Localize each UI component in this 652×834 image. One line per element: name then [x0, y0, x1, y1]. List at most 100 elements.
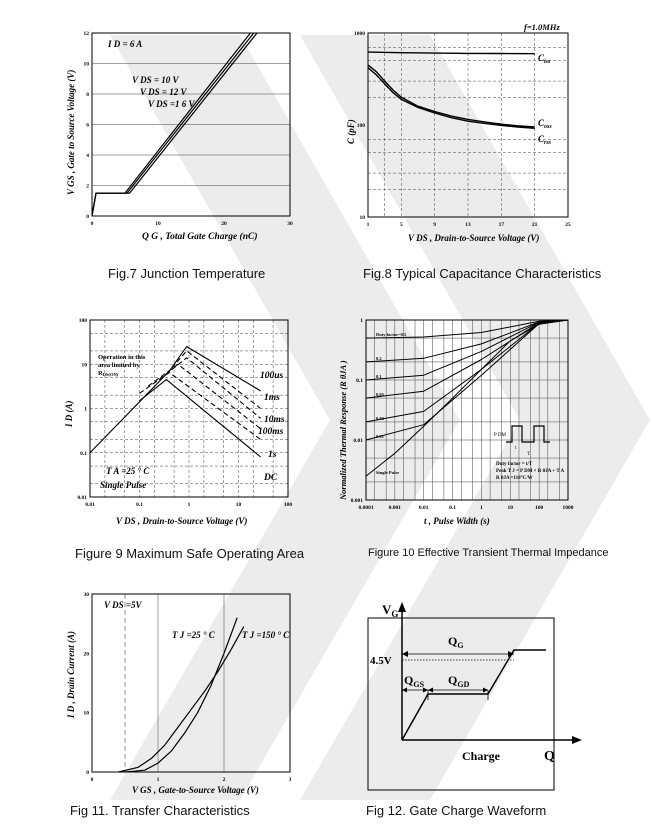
fig10-xtick-label: 0.1 [449, 505, 456, 511]
fig9-xtick-label: 0.01 [85, 502, 95, 508]
fig10-panel: 0.0001 0.001 0.01 0.1 1 10 100 1000 0.001 0.01 0.1… [336, 310, 588, 532]
fig8-ytick-label: 1000 [354, 31, 365, 37]
fig9-series-100us [89, 346, 261, 454]
fig7-annot-vds16: V DS =1 6 V [148, 99, 195, 109]
fig7-ytick-label: 12 [84, 31, 90, 37]
fig12-label-qgd: QGD [448, 673, 470, 689]
fig10-caption: Figure 10 Effective Transient Thermal Im… [368, 547, 609, 559]
fig7-annot-vds10: V DS = 10 V [132, 75, 179, 85]
fig11-caption: Fig 11. Transfer Characteristics [70, 803, 250, 818]
fig11-xtick-label: 0 [91, 777, 94, 783]
fig8-ytick-label: 100 [357, 123, 366, 129]
fig10-series-single-pulse [365, 319, 569, 477]
fig10-xlabel: t , Pulse Width (s) [424, 516, 490, 526]
fig9-caption: Figure 9 Maximum Safe Operating Area [75, 546, 305, 561]
fig8-xtick-label: 21 [532, 222, 538, 228]
fig10-ytick-label: 0.01 [353, 438, 363, 444]
fig9-annot-ta: T A =25 ° C [106, 466, 150, 476]
fig8-xtick-label: 5 [400, 222, 403, 228]
fig9-ytick-label: 0.01 [77, 495, 87, 501]
fig8-xtick-label: 25 [565, 222, 571, 228]
fig11-xtick-label: 3 [289, 777, 292, 783]
fig10-ytick-label: 1 [360, 318, 363, 324]
fig9-ytick-label: 100 [79, 318, 88, 324]
fig7-ytick-label: 0 [86, 214, 89, 220]
fig11-series-t-j-150-c [118, 626, 245, 773]
fig10-pulse-inset: P DM t T [494, 425, 550, 457]
fig9-label-100ms: 100ms [258, 427, 284, 437]
fig9-xlabel: V DS , Drain-to-Source Voltage (V) [116, 516, 247, 526]
fig10-inset-t: t [515, 446, 517, 451]
fig9-label-100us: 100us [260, 371, 284, 381]
fig10-series-label: 0.02 [376, 416, 385, 421]
fig9-series-100ms [147, 363, 261, 430]
fig8-panel: 1 5 9 13 17 21 25 10 100 1000 f=1.0MHz Ciss Coss … [346, 18, 588, 250]
fig10-xtick-label: 0.001 [389, 505, 402, 511]
fig9-label-1s: 1s [268, 450, 277, 460]
fig9-chart: 0.01 0.1 1 10 100 0.01 0.1 1 10 100 Operation in … [64, 318, 292, 526]
fig10-series-label: 0.01 [376, 434, 385, 439]
fig10-series-label: 0.2 [376, 356, 382, 361]
fig10-series-label: 0.05 [376, 392, 385, 397]
fig10-ytick-label: 0.001 [351, 498, 364, 504]
fig11-annot-vds: V DS =5V [104, 600, 142, 610]
fig8-ylabel: C (pF) [346, 119, 356, 144]
fig9-series-dc [139, 379, 261, 458]
fig10-annot-rth: R θJA =110°C/W [496, 476, 533, 481]
fig9-ytick-label: 0.1 [80, 451, 87, 457]
fig7-ylabel: V GS , Gate to Source Voltage (V) [66, 70, 76, 195]
fig8-series-c-rss [367, 67, 535, 129]
fig10-series-0-1 [365, 319, 569, 381]
fig11-panel: 0 1 2 3 0 10 20 30 V DS =5V T J =25 ° C T J =15… [62, 586, 307, 804]
fig12-axis-q: Q [544, 749, 555, 764]
fig9-series-1s [139, 371, 261, 440]
fig7-xtick-label: 10 [155, 221, 161, 227]
fig7-xlabel: Q G , Total Gate Charge (nC) [142, 231, 258, 242]
fig7-ytick-label: 2 [86, 184, 89, 190]
fig12-label-qg: QG [448, 634, 464, 650]
fig7-annot-vds12: V DS = 12 V [140, 87, 187, 97]
fig12-waveform [401, 649, 546, 741]
fig7-xtick-label: 30 [287, 221, 293, 227]
fig8-xtick-label: 1 [367, 222, 370, 228]
fig8-caption: Fig.8 Typical Capacitance Characteristic… [363, 266, 602, 281]
fig9-series-1ms [165, 350, 261, 409]
fig9-xtick-label: 0.1 [136, 502, 143, 508]
fig11-ylabel: I D , Drain Current (A) [66, 631, 76, 719]
fig9-panel: 0.01 0.1 1 10 100 0.01 0.1 1 10 100 Operation in … [60, 312, 310, 532]
fig10-xtick-label: 0.01 [419, 505, 429, 511]
fig10-xtick-label: 0.0001 [358, 505, 373, 511]
fig12-label-4v5: 4.5V [370, 655, 392, 667]
fig7-series-v-ds-1-6-v [91, 32, 258, 217]
fig9-annot-rdson: Operation in this area limited by RDS(ON… [98, 354, 147, 377]
fig12-diagram: VG 4.5V QG QGS QGD Charge Q [367, 602, 582, 791]
fig7-panel: 0 10 20 30 0 2 4 6 8 10 12 I D = 6 A V DS = 10 V V… [60, 25, 305, 250]
fig8-xtick-label: 9 [433, 222, 436, 228]
fig11-annot-25: T J =25 ° C [172, 630, 216, 640]
fig11-xtick-label: 1 [157, 777, 160, 783]
fig7-caption: Fig.7 Junction Temperature [108, 266, 266, 281]
fig8-label-crss: Crss [538, 134, 552, 146]
fig9-xtick-label: 1 [188, 502, 191, 508]
fig9-annot-pulse: Single Pulse [100, 480, 146, 490]
fig7-chart: 0 10 20 30 0 2 4 6 8 10 12 I D = 6 A V DS = 10 V V… [66, 31, 293, 242]
fig11-ytick-label: 30 [84, 592, 90, 598]
fig7-ytick-label: 10 [84, 62, 90, 68]
fig7-ytick-label: 8 [86, 92, 89, 98]
fig10-series-0-2 [365, 319, 569, 363]
fig10-inset-T: T [527, 452, 530, 457]
fig7-ytick-label: 6 [86, 123, 89, 129]
fig12-caption: Fig 12. Gate Charge Waveform [366, 803, 547, 818]
fig10-xtick-label: 1000 [563, 505, 574, 511]
fig11-series-t-j-25-c [124, 617, 238, 773]
fig10-inset-pdm: P DM [494, 433, 506, 438]
fig11-xtick-label: 2 [223, 777, 226, 783]
fig7-xtick-label: 0 [91, 221, 94, 227]
fig11-ytick-label: 10 [84, 711, 90, 717]
fig8-xlabel: V DS , Drain-to-Source Voltage (V) [408, 233, 539, 243]
fig10-chart: 0.0001 0.001 0.01 0.1 1 10 100 10000.0010.010.1… [338, 318, 574, 526]
fig9-label-1ms: 1ms [264, 393, 280, 403]
fig10-annot-duty: Duty factor = t/T [496, 462, 533, 467]
